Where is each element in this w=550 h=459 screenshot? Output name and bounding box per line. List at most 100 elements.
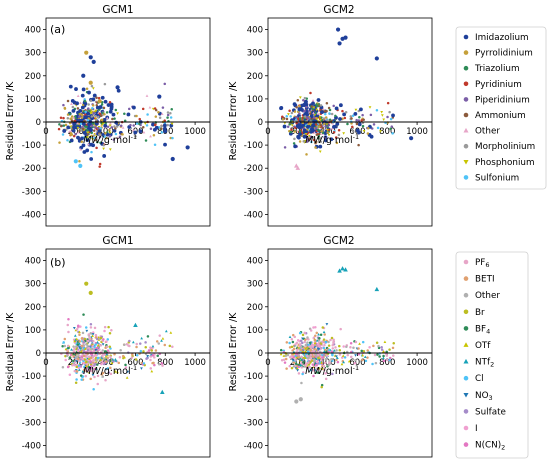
data-point	[318, 344, 321, 348]
y-tick-label: -100	[22, 372, 41, 382]
data-point	[357, 353, 361, 356]
data-point	[127, 344, 130, 347]
data-point	[361, 124, 365, 128]
data-point	[71, 363, 75, 367]
data-point	[107, 359, 110, 362]
data-point	[129, 123, 132, 127]
data-point	[89, 99, 93, 102]
data-point	[98, 133, 101, 136]
data-point	[151, 346, 154, 350]
data-point	[150, 369, 154, 373]
data-point	[66, 344, 70, 348]
data-point	[113, 117, 116, 120]
legend-label: I	[475, 424, 478, 434]
data-point	[87, 103, 90, 106]
data-point	[351, 125, 354, 129]
data-point	[321, 126, 325, 130]
data-point	[316, 343, 320, 346]
data-point	[332, 124, 336, 129]
data-point	[108, 109, 113, 114]
legend-marker	[463, 127, 469, 133]
data-point	[149, 127, 153, 131]
data-point	[138, 117, 141, 121]
data-point	[91, 107, 94, 110]
data-point	[391, 346, 395, 350]
data-point	[124, 363, 127, 367]
data-point	[100, 103, 104, 106]
data-point	[318, 144, 323, 149]
data-point	[370, 127, 374, 130]
scatter-panel-3: 4003002001000-100-200-300-40002004006008…	[22, 248, 211, 458]
data-point	[170, 107, 173, 111]
data-point	[96, 340, 99, 344]
data-point	[340, 266, 345, 271]
data-point	[360, 119, 363, 122]
data-point	[303, 338, 307, 342]
x-tick-label: 1000	[184, 127, 206, 137]
data-point	[310, 105, 314, 108]
data-point	[297, 365, 301, 369]
data-point	[144, 345, 147, 349]
data-point	[76, 349, 80, 353]
data-point	[135, 342, 138, 346]
data-point	[109, 366, 112, 370]
data-point	[302, 140, 305, 143]
data-point	[168, 344, 172, 348]
y-tick-label: 0	[258, 349, 263, 359]
data-point	[72, 345, 75, 348]
data-point	[290, 345, 294, 349]
data-point	[150, 349, 153, 352]
data-point	[322, 368, 326, 371]
data-point	[76, 107, 80, 110]
data-point	[89, 359, 92, 363]
data-point	[85, 343, 88, 346]
y-tick-label: -100	[22, 141, 41, 151]
plot-frame	[45, 248, 211, 458]
data-point	[320, 383, 324, 387]
data-point	[101, 349, 105, 352]
data-point	[71, 105, 75, 109]
data-point	[70, 119, 74, 123]
data-point	[91, 87, 95, 90]
data-point	[69, 125, 73, 129]
data-point	[109, 372, 113, 376]
data-point	[85, 138, 90, 143]
data-point	[325, 323, 329, 326]
data-point	[75, 360, 78, 363]
data-point	[290, 128, 293, 132]
data-point	[288, 123, 291, 126]
data-point	[330, 336, 334, 340]
y-tick-label: 300	[25, 280, 41, 290]
data-point	[304, 343, 308, 347]
data-point	[169, 331, 173, 334]
data-point	[76, 121, 79, 125]
data-point	[76, 357, 80, 360]
data-point	[91, 333, 95, 336]
data-point	[68, 84, 73, 89]
data-point	[320, 110, 324, 115]
data-point	[308, 365, 311, 369]
data-point	[74, 87, 78, 91]
data-point	[358, 115, 361, 119]
data-point	[366, 356, 369, 359]
data-point	[350, 117, 353, 120]
data-point	[69, 117, 72, 121]
legend-marker	[463, 112, 469, 118]
data-point	[154, 349, 158, 352]
data-point	[309, 368, 312, 372]
y-tick-label: 100	[25, 326, 41, 336]
data-point	[334, 106, 339, 111]
data-point	[326, 119, 329, 122]
data-point	[170, 156, 175, 162]
data-point	[295, 122, 298, 125]
data-point	[142, 362, 146, 365]
data-point	[60, 124, 63, 128]
data-point	[101, 354, 104, 358]
data-point	[330, 112, 334, 116]
data-point	[82, 350, 86, 353]
data-point	[102, 143, 105, 147]
data-point	[313, 347, 316, 351]
data-point	[309, 135, 313, 138]
data-point	[70, 348, 73, 351]
